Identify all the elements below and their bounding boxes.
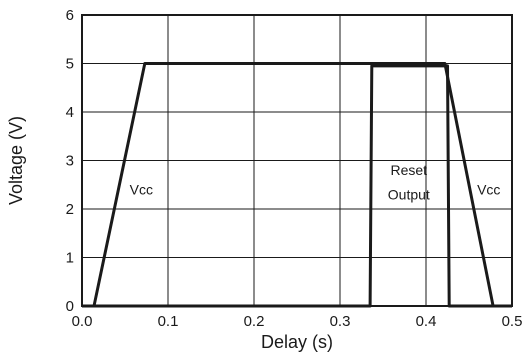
y-tick-label: 5: [66, 56, 74, 73]
x-tick-label: 0.1: [158, 313, 179, 330]
x-tick-label: 0.5: [502, 313, 523, 330]
x-tick-label: 0.2: [244, 313, 265, 330]
y-tick-label: 4: [66, 104, 74, 121]
x-axis-title: Delay (s): [261, 332, 333, 352]
y-tick-labels: 0 1 2 3 4 5 6: [66, 7, 74, 315]
annotation-label: Vcc: [130, 182, 153, 198]
annotation-label: Vcc: [477, 182, 500, 198]
x-tick-labels: 0.0 0.1 0.2 0.3 0.4 0.5: [72, 313, 523, 330]
y-tick-label: 2: [66, 201, 74, 218]
x-tick-label: 0.3: [330, 313, 351, 330]
y-tick-label: 1: [66, 250, 74, 267]
annotations: Vcc Reset Output Vcc: [130, 162, 501, 202]
annotation-label: Reset: [391, 162, 428, 178]
y-axis-title: Voltage (V): [6, 116, 26, 205]
y-tick-label: 3: [66, 153, 74, 170]
plot-frame: [81, 14, 513, 307]
x-tick-label: 0.0: [72, 313, 93, 330]
annotation-label: Output: [388, 186, 430, 202]
y-tick-label: 0: [66, 298, 74, 315]
y-tick-label: 6: [66, 7, 74, 24]
x-tick-label: 0.4: [416, 313, 437, 330]
